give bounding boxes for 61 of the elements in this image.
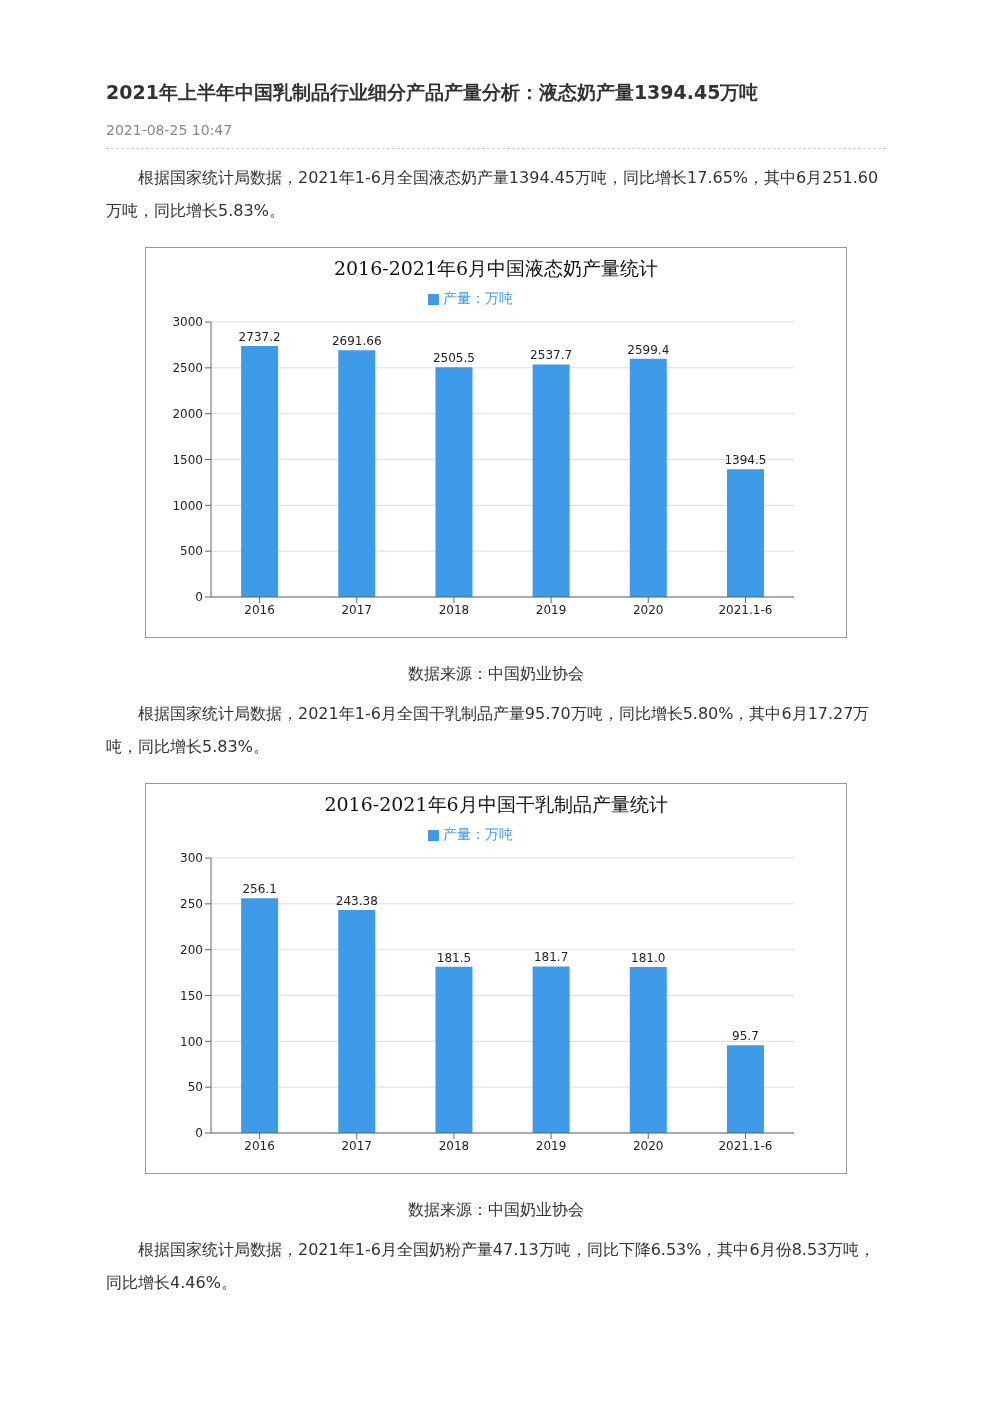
bar — [241, 898, 279, 1133]
y-tick-label: 300 — [180, 851, 203, 866]
y-tick-label: 2000 — [172, 406, 203, 421]
x-tick-label: 2018 — [438, 602, 470, 617]
y-tick-label: 0 — [195, 590, 203, 605]
data-label: 2537.7 — [530, 348, 573, 363]
data-label: 181.7 — [533, 950, 569, 965]
y-tick-label: 1000 — [172, 498, 203, 513]
bar — [629, 967, 667, 1133]
y-tick-label: 50 — [187, 1080, 203, 1095]
chart-title: 2016-2021年6月中国液态奶产量统计 — [332, 256, 660, 281]
bar — [241, 346, 279, 597]
data-label: 95.7 — [732, 1029, 759, 1044]
x-tick-label: 2017 — [341, 602, 373, 617]
bar — [726, 469, 764, 597]
x-tick-label: 2020 — [632, 1138, 664, 1153]
y-tick-label: 150 — [180, 988, 203, 1003]
data-label: 2737.2 — [238, 330, 281, 345]
bar — [532, 364, 570, 597]
bar — [629, 358, 667, 597]
text: 2021年上半年中国乳制品行业细分产品产量分析：液态奶产量1394.45万吨 — [106, 80, 760, 105]
data-label: 2691.66 — [331, 334, 382, 349]
y-tick-label: 250 — [180, 897, 203, 912]
x-tick-label: 2021.1-6 — [718, 1138, 773, 1153]
data-label: 181.5 — [436, 950, 472, 965]
y-tick-label: 100 — [180, 1034, 203, 1049]
bar — [338, 909, 376, 1133]
source-note: 数据来源：中国奶业协会 — [407, 1200, 585, 1221]
x-tick-label: 2019 — [535, 602, 567, 617]
text: 根据国家统计局数据，2021年1-6月全国干乳制品产量95.70万吨，同比增长5.80%，其中6月17.27万吨，同比增长5.83%。 — [106, 703, 871, 758]
bar — [338, 350, 376, 597]
y-tick-label: 2500 — [172, 361, 203, 376]
bar — [435, 966, 473, 1133]
y-tick-label: 200 — [180, 942, 203, 957]
bar — [726, 1045, 764, 1133]
x-tick-label: 2016 — [244, 602, 275, 617]
y-tick-label: 1500 — [172, 452, 203, 467]
legend-label: 产量：万吨 — [442, 290, 513, 306]
bar — [435, 367, 473, 597]
data-label: 1394.5 — [724, 453, 767, 468]
x-tick-label: 2020 — [632, 602, 664, 617]
y-tick-label: 0 — [195, 1126, 203, 1141]
text: 根据国家统计局数据，2021年1-6月全国液态奶产量1394.45万吨，同比增长17.65%，其中6月251.60万吨，同比增长5.83%。 — [106, 167, 880, 222]
bar — [532, 966, 570, 1133]
x-tick-label: 2021.1-6 — [718, 602, 773, 617]
x-tick-label: 2018 — [438, 1138, 470, 1153]
data-label: 2505.5 — [432, 351, 475, 366]
chart-title: 2016-2021年6月中国干乳制品产量统计 — [323, 792, 669, 817]
text: 2021-08-25 10:47 — [106, 122, 886, 149]
data-label: 243.38 — [335, 893, 378, 908]
x-tick-label: 2017 — [341, 1138, 373, 1153]
legend-label: 产量：万吨 — [442, 826, 513, 842]
x-tick-label: 2016 — [244, 1138, 275, 1153]
data-label: 181.0 — [631, 951, 666, 966]
data-label: 256.1 — [242, 882, 277, 897]
source-note: 数据来源：中国奶业协会 — [407, 664, 585, 685]
data-label: 2599.4 — [627, 342, 670, 357]
y-tick-label: 500 — [180, 544, 203, 559]
y-tick-label: 3000 — [172, 315, 203, 330]
text: 根据国家统计局数据，2021年1-6月全国奶粉产量47.13万吨，同比下降6.53%，其中6月份8.53万吨，同比增长4.46%。 — [106, 1239, 877, 1294]
x-tick-label: 2019 — [535, 1138, 567, 1153]
